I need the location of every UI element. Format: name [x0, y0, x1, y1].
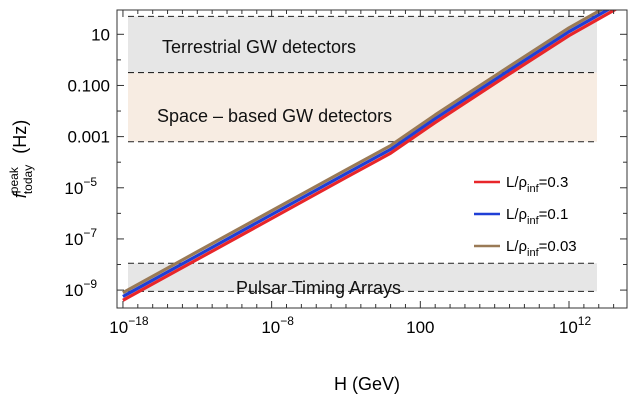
ticks-layer: 10−18 10−8 100 1012 10 0.100 0.001 10−5 10−7 10−9	[64, 10, 627, 337]
x-tick-label-2: 100	[406, 318, 434, 337]
legend: L/ρinf=0.3 L/ρinf=0.1 L/ρinf=0.03	[474, 174, 577, 259]
band-2	[128, 263, 597, 292]
x-axis-label: H (GeV)	[334, 374, 400, 394]
y-tick-label-4: 10−7	[64, 226, 97, 249]
x-tick-label-1: 10−8	[261, 314, 294, 337]
band-labels-layer: Terrestrial GW detectors Space – based GW…	[157, 37, 401, 298]
plot-frame	[116, 9, 628, 309]
band-label-1: Space – based GW detectors	[157, 106, 392, 126]
legend-label-0: L/ρinf=0.3	[506, 174, 568, 195]
series-layer	[122, 10, 618, 302]
y-tick-label-1: 0.100	[67, 76, 110, 95]
band-1	[128, 72, 597, 142]
y-axis-label: fpeaktoday (Hz)	[7, 120, 35, 198]
band-label-2: Pulsar Timing Arrays	[236, 278, 401, 298]
series-line-2	[122, 10, 604, 295]
bands-layer	[128, 15, 597, 292]
legend-label-1: L/ρinf=0.1	[506, 206, 568, 227]
y-tick-label-0: 10	[91, 25, 110, 44]
band-label-0: Terrestrial GW detectors	[162, 37, 356, 57]
series-line-1	[122, 10, 611, 298]
y-tick-label-5: 10−9	[64, 277, 97, 300]
x-tick-label-3: 1012	[559, 314, 592, 337]
legend-label-2: L/ρinf=0.03	[506, 238, 577, 259]
y-tick-label-3: 10−5	[64, 175, 97, 198]
x-tick-label-0: 10−18	[109, 314, 149, 337]
y-tick-label-2: 0.001	[67, 128, 110, 147]
series-line-0	[122, 10, 618, 302]
